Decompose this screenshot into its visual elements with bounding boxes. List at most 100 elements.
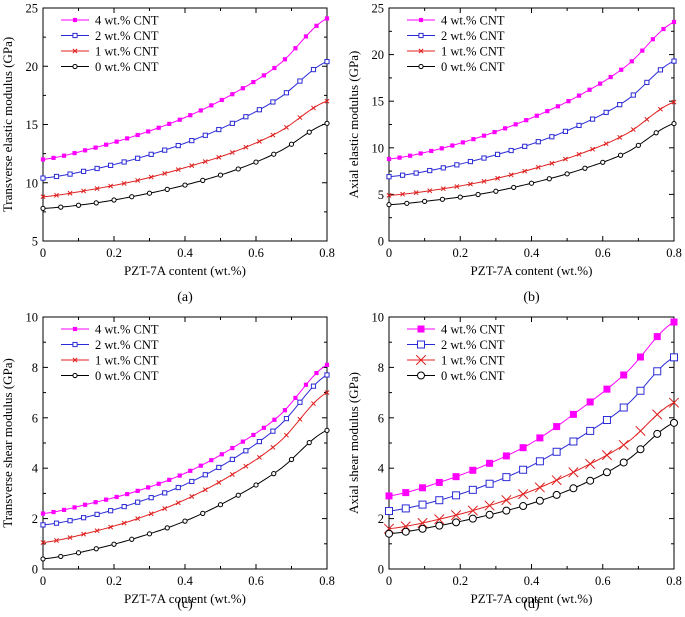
data-point [272,417,277,422]
data-point [125,491,130,497]
data-point [148,511,154,517]
data-point [202,487,208,493]
data-point [618,439,629,451]
data-point [630,127,636,133]
data-point [386,174,392,180]
data-point [156,481,161,486]
panel-label: (c) [177,597,193,612]
chart-panel-d: 0 0.2 0.4 0.6 0.8 0 2 4 6 8 10 PZT-7A content (wt.%… [346,311,682,613]
data-point [175,167,181,173]
data-point [282,57,288,62]
data-point [324,372,330,378]
data-point [485,479,494,488]
data-point [54,192,59,198]
data-point [58,553,64,560]
data-point [156,125,161,130]
data-point [240,439,245,444]
data-point [82,502,88,507]
data-point [590,146,596,152]
data-point [454,184,460,189]
data-point [198,463,203,468]
data-point [310,66,317,73]
data-point [229,472,235,477]
series-line [42,18,328,160]
x-tick-label: 0.2 [452,574,468,588]
x-tick-label: 0.8 [319,246,335,260]
series-line [388,21,675,160]
data-point [404,200,410,206]
data-point [189,478,195,485]
data-point [582,165,588,171]
data-point [261,425,266,430]
data-point [243,144,249,150]
legend-label: 4 wt.% CNT [95,14,159,28]
x-tick-label: 0.6 [595,246,611,260]
x-tick-label: 0.6 [248,574,264,588]
x-tick-label: 0.8 [666,574,682,588]
data-point [534,482,545,493]
data-point [108,183,114,189]
series-line [42,364,328,515]
series-0-wt-cnt [40,427,330,562]
data-point [93,200,99,206]
y-tick-label: 10 [26,311,39,325]
data-point [135,488,140,493]
data-point [310,383,317,389]
data-point [602,468,611,477]
data-point [671,58,677,64]
data-point [386,192,392,198]
data-point [93,145,98,150]
data-point [493,188,499,194]
data-point [562,128,569,134]
legend-marker [417,371,425,380]
x-tick-label: 0.8 [666,246,682,260]
data-point [81,531,87,537]
data-point [256,107,262,113]
legend-marker [418,17,424,23]
series-line [42,374,328,526]
data-point [644,79,650,86]
data-point [202,159,208,165]
data-point [67,535,73,541]
data-point [671,19,677,25]
legend-label: 4 wt.% CNT [95,323,159,337]
data-point [535,496,544,505]
data-point [121,180,127,186]
data-point [484,500,495,511]
data-point [146,190,153,196]
data-point [603,141,609,147]
data-point [216,464,222,471]
data-point [81,188,87,194]
data-point [546,176,552,182]
data-point [535,164,541,170]
data-point [303,34,309,39]
series-1-wt-cnt [40,98,330,200]
legend-marker [418,48,424,54]
x-tick-label: 0.6 [248,246,264,260]
data-point [324,120,330,126]
data-point [671,99,677,105]
data-point [635,142,641,148]
data-point [256,438,262,445]
data-point [603,109,609,115]
y-tick-label: 0 [378,563,384,577]
data-point [40,157,46,162]
data-point [619,458,628,467]
data-point [439,146,444,151]
data-point [111,541,117,547]
data-point [422,198,428,204]
data-point [94,186,100,192]
data-point [200,510,206,516]
data-point [80,168,87,174]
data-point [162,147,168,153]
data-point [657,106,663,112]
data-point [653,333,661,341]
data-point [551,475,562,486]
legend-marker [72,357,78,363]
data-point [270,132,276,138]
data-point [608,74,613,80]
data-point [61,507,67,513]
data-point [129,194,135,200]
data-point [576,93,582,98]
